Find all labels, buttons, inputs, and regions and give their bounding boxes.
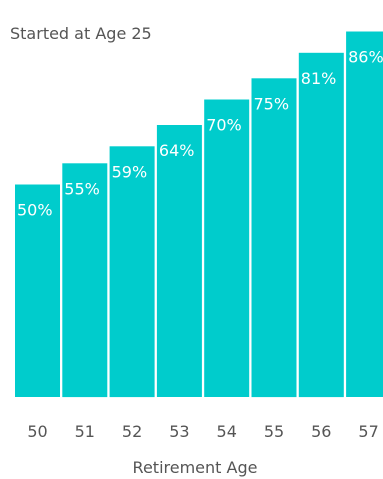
x-tick-label-54: 54 (217, 422, 237, 441)
bar-53 (156, 125, 202, 397)
chart-title: Started at Age 25 (10, 24, 152, 43)
data-labels-group: 50% 55% 59% 64% 70% 75% 81% 86% (17, 48, 383, 220)
data-label-55: 75% (254, 94, 290, 113)
x-tick-labels-group: 50 51 52 53 54 55 56 57 (27, 422, 378, 441)
bar-56 (298, 52, 344, 398)
data-label-51: 55% (64, 179, 100, 198)
data-label-56: 81% (301, 69, 337, 88)
x-axis-title: Retirement Age (133, 458, 258, 477)
data-label-54: 70% (206, 116, 242, 135)
x-tick-label-52: 52 (122, 422, 142, 441)
x-tick-label-56: 56 (311, 422, 331, 441)
data-label-52: 59% (112, 162, 148, 181)
bar-51 (62, 163, 108, 398)
x-tick-label-57: 57 (358, 422, 378, 441)
x-tick-label-53: 53 (169, 422, 189, 441)
x-tick-label-51: 51 (75, 422, 95, 441)
bar-50 (15, 184, 60, 397)
bar-52 (109, 146, 155, 398)
bar-54 (204, 99, 250, 397)
x-tick-label-50: 50 (27, 422, 47, 441)
bar-57 (346, 31, 383, 397)
bars-group (15, 31, 383, 398)
data-label-57: 86% (348, 48, 383, 67)
data-label-50: 50% (17, 201, 53, 220)
data-label-53: 64% (159, 141, 195, 160)
bar-55 (251, 78, 297, 398)
x-tick-label-55: 55 (264, 422, 284, 441)
